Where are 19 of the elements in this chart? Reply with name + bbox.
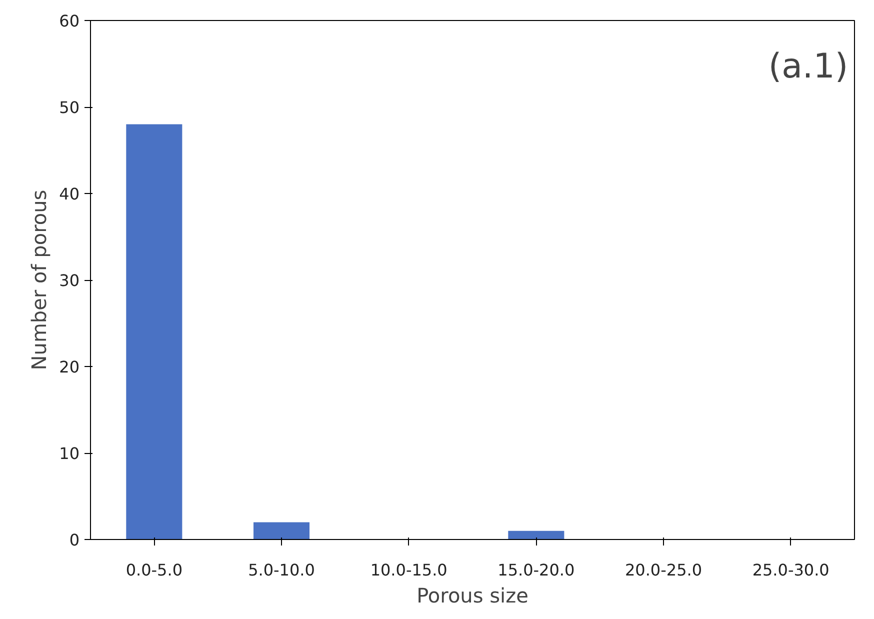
y-tick-label: 30 [59,271,80,290]
x-tick-label: 20.0-25.0 [624,560,702,580]
y-tick-label: 20 [59,358,80,376]
annotation: (a.1) [768,46,848,86]
y-tick-label: 10 [59,444,80,463]
x-tick-label: 5.0-10.0 [248,560,315,580]
bar [126,124,182,540]
x-tick-label: 25.0-30.0 [752,560,830,580]
x-axis-title: Porous size [416,584,528,608]
y-tick-label: 50 [59,98,80,117]
x-tick-label: 15.0-20.0 [498,560,575,580]
x-tick-label: 10.0-15.0 [370,560,448,580]
y-tick-label: 40 [59,184,80,204]
bar [253,522,310,540]
bar [508,530,564,540]
y-tick-label: 60 [59,12,80,30]
y-tick-label: 0 [69,530,80,550]
y-axis-title: Number of porous [27,190,52,370]
x-tick-label: 0.0-5.0 [126,560,183,580]
